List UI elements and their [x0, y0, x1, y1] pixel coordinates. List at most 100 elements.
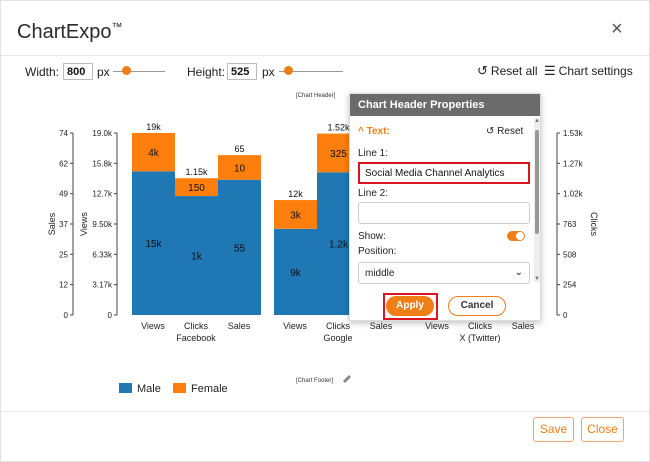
- footer-divider: [1, 411, 650, 412]
- width-input[interactable]: [63, 63, 93, 80]
- bar-total-label: 1.15k: [185, 167, 208, 177]
- width-label: Width:: [25, 65, 60, 79]
- position-label: Position:: [358, 246, 397, 257]
- app-title: ChartExpo™: [17, 21, 123, 43]
- reset-all-label: Reset all: [490, 64, 538, 78]
- chart-footer-placeholder[interactable]: [Chart Footer]: [296, 378, 333, 384]
- bar-male: [218, 179, 261, 315]
- show-label: Show:: [358, 231, 386, 242]
- bar-label-male: 55: [234, 243, 246, 254]
- views-tick-label: 19.0k: [92, 129, 113, 138]
- bar-total-label: 19k: [146, 122, 161, 132]
- line2-label: Line 2:: [358, 188, 389, 199]
- height-unit: px: [262, 65, 275, 79]
- clicks-axis-title: Clicks: [589, 212, 599, 236]
- bar-total-label: 65: [234, 144, 244, 154]
- clicks-tick-label: 254: [563, 281, 577, 290]
- bar-female: [218, 155, 261, 180]
- scroll-down-icon[interactable]: ▼: [534, 276, 540, 282]
- bar-label-female: 10: [234, 163, 246, 174]
- clicks-tick-label: 508: [563, 250, 577, 259]
- bar-male: [175, 196, 218, 315]
- chevron-down-icon: ⌄: [514, 267, 523, 278]
- scroll-up-icon[interactable]: ▲: [534, 118, 540, 124]
- line2-input[interactable]: [358, 202, 530, 224]
- close-button[interactable]: Close: [581, 417, 624, 442]
- pencil-edit-icon[interactable]: [343, 375, 351, 383]
- close-icon[interactable]: ×: [611, 18, 623, 40]
- chart-header-placeholder[interactable]: [Chart Header]: [296, 93, 336, 99]
- height-label: Height:: [187, 65, 226, 79]
- panel-title: Chart Header Properties: [350, 94, 540, 116]
- position-value: middle: [365, 268, 395, 279]
- bar-label-female: 150: [188, 183, 205, 194]
- x-tick-label: Views: [425, 321, 449, 331]
- bar-male: [274, 228, 317, 315]
- views-tick-label: 12.7k: [92, 190, 113, 199]
- reset-icon: ↺: [477, 63, 488, 78]
- cancel-button[interactable]: Cancel: [448, 296, 506, 316]
- apply-button[interactable]: Apply: [386, 296, 434, 316]
- panel-reset-button[interactable]: ↺ Reset: [486, 126, 523, 137]
- bar-label-male: 1k: [191, 252, 203, 263]
- legend-item-female[interactable]: Female: [173, 383, 228, 395]
- bar-label-male: 1.2k: [329, 240, 349, 251]
- clicks-tick-label: 1.27k: [563, 159, 584, 168]
- reset-icon: ↺: [486, 126, 498, 137]
- legend-swatch-male: [119, 383, 132, 393]
- text-section-toggle[interactable]: ^ Text:: [358, 126, 390, 137]
- line1-label: Line 1:: [358, 148, 389, 159]
- clicks-tick-label: 763: [563, 220, 577, 229]
- sales-tick-label: 49: [59, 190, 68, 199]
- x-tick-label: Clicks: [468, 321, 492, 331]
- x-tick-label: Views: [283, 321, 307, 331]
- chart-settings-button[interactable]: ☰ Chart settings: [544, 63, 633, 79]
- apply-highlight: [383, 293, 438, 320]
- legend-label-male: Male: [137, 383, 161, 395]
- sales-tick-label: 74: [59, 129, 68, 138]
- bar-total-label: 12k: [288, 189, 303, 199]
- bar-label-male: 9k: [290, 268, 302, 279]
- save-button[interactable]: Save: [533, 417, 574, 442]
- legend-item-male[interactable]: Male: [119, 383, 161, 395]
- height-input[interactable]: [227, 63, 257, 80]
- legend-label-female: Female: [191, 383, 228, 395]
- panel-scroll-thumb[interactable]: [535, 130, 539, 234]
- bar-total-label: 1.52k: [327, 123, 350, 133]
- line1-input[interactable]: [358, 162, 530, 184]
- sales-tick-label: 37: [59, 220, 68, 229]
- x-group-label: Facebook: [176, 333, 216, 343]
- bar-female: [175, 178, 218, 197]
- views-tick-label: 15.8k: [92, 159, 113, 168]
- reset-all-button[interactable]: ↺ Reset all: [477, 63, 538, 79]
- views-tick-label: 0: [108, 311, 113, 320]
- height-slider-handle[interactable]: [284, 66, 293, 75]
- bar-label-female: 3k: [290, 210, 302, 221]
- bar-female: [274, 200, 317, 229]
- bar-label-male: 15k: [145, 239, 162, 250]
- clicks-tick-label: 1.02k: [563, 190, 584, 199]
- x-group-label: Google: [323, 333, 352, 343]
- position-select[interactable]: middle ⌄: [358, 262, 530, 284]
- width-unit: px: [97, 65, 110, 79]
- bar-label-female: 325: [330, 149, 347, 160]
- views-tick-label: 3.17k: [92, 281, 113, 290]
- sales-tick-label: 62: [59, 159, 68, 168]
- clicks-tick-label: 0: [563, 311, 568, 320]
- chart-area: [Chart Header] 74 62 49 37 25 12 0 Sales 19.0k 15…: [47, 93, 599, 384]
- bar-female: [132, 133, 175, 172]
- x-tick-label: Clicks: [326, 321, 350, 331]
- legend-swatch-female: [173, 383, 186, 393]
- show-toggle[interactable]: [507, 231, 525, 241]
- sales-tick-label: 12: [59, 281, 68, 290]
- x-tick-label: Sales: [512, 321, 535, 331]
- width-slider-handle[interactable]: [122, 66, 131, 75]
- sales-axis-title: Sales: [47, 212, 57, 235]
- sales-tick-label: 25: [59, 250, 68, 259]
- sliders-icon: ☰: [544, 63, 556, 78]
- clicks-tick-label: 1.53k: [563, 129, 584, 138]
- chevron-up-icon: ^: [358, 126, 367, 137]
- height-slider-track: [279, 71, 343, 72]
- x-group-label: X (Twitter): [459, 333, 500, 343]
